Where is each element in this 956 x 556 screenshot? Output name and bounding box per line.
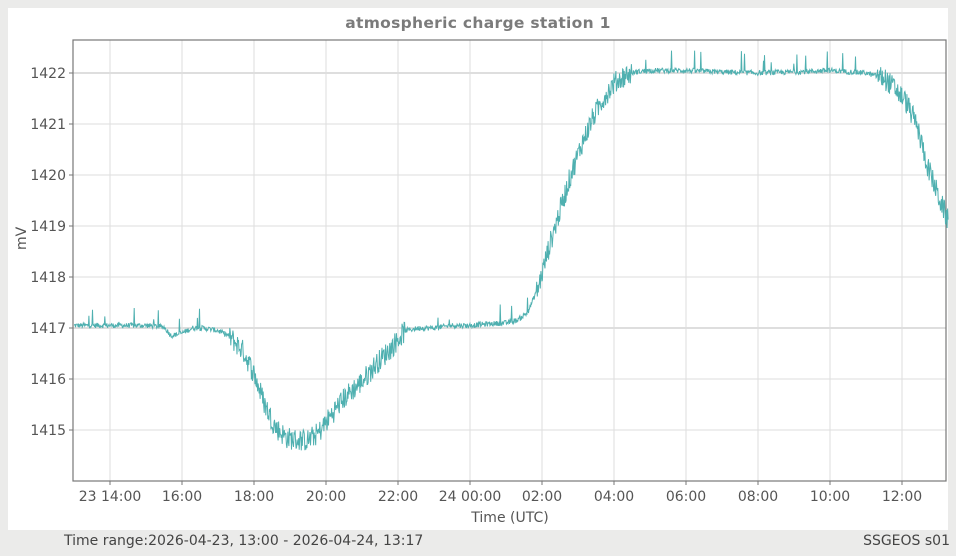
plot-frame — [72, 39, 947, 482]
y-tick-label: 1422 — [30, 66, 66, 82]
x-tick-label: 06:00 — [666, 489, 706, 505]
y-tick-label: 1416 — [30, 372, 66, 388]
grid-lines — [73, 40, 946, 481]
y-tick-label: 1420 — [30, 168, 66, 184]
chart-title: atmospheric charge station 1 — [345, 14, 611, 32]
y-tick-label: 1419 — [30, 219, 66, 235]
y-tick-label: 1415 — [30, 423, 66, 439]
x-axis-label: Time (UTC) — [471, 510, 549, 526]
x-tick-label: 18:00 — [234, 489, 274, 505]
y-axis-ticks: 1415 1416 1417 1418 1419 1420 1421 1422 — [30, 66, 73, 439]
station-id: SSGEOS s01 — [863, 533, 950, 549]
y-tick-label: 1418 — [30, 270, 66, 286]
x-axis-ticks: 23 14:00 16:00 18:00 20:00 22:00 24 00:00 02:0… — [79, 481, 922, 505]
x-tick-label: 16:00 — [162, 489, 202, 505]
data-line — [73, 50, 949, 451]
x-tick-label: 10:00 — [810, 489, 850, 505]
x-tick-label: 12:00 — [882, 489, 922, 505]
y-tick-label: 1421 — [30, 117, 66, 133]
x-tick-label: 23 14:00 — [79, 489, 142, 505]
x-tick-label: 08:00 — [738, 489, 778, 505]
x-tick-label: 02:00 — [522, 489, 562, 505]
x-tick-label: 20:00 — [306, 489, 346, 505]
y-axis-label: mV — [14, 226, 30, 250]
x-tick-label: 22:00 — [378, 489, 418, 505]
chart-panel — [8, 8, 948, 530]
x-tick-label: 24 00:00 — [439, 489, 502, 505]
time-range-status: Time range:2026-04-23, 13:00 - 2026-04-2… — [64, 533, 424, 549]
y-tick-label: 1417 — [30, 321, 66, 337]
x-tick-label: 04:00 — [594, 489, 634, 505]
